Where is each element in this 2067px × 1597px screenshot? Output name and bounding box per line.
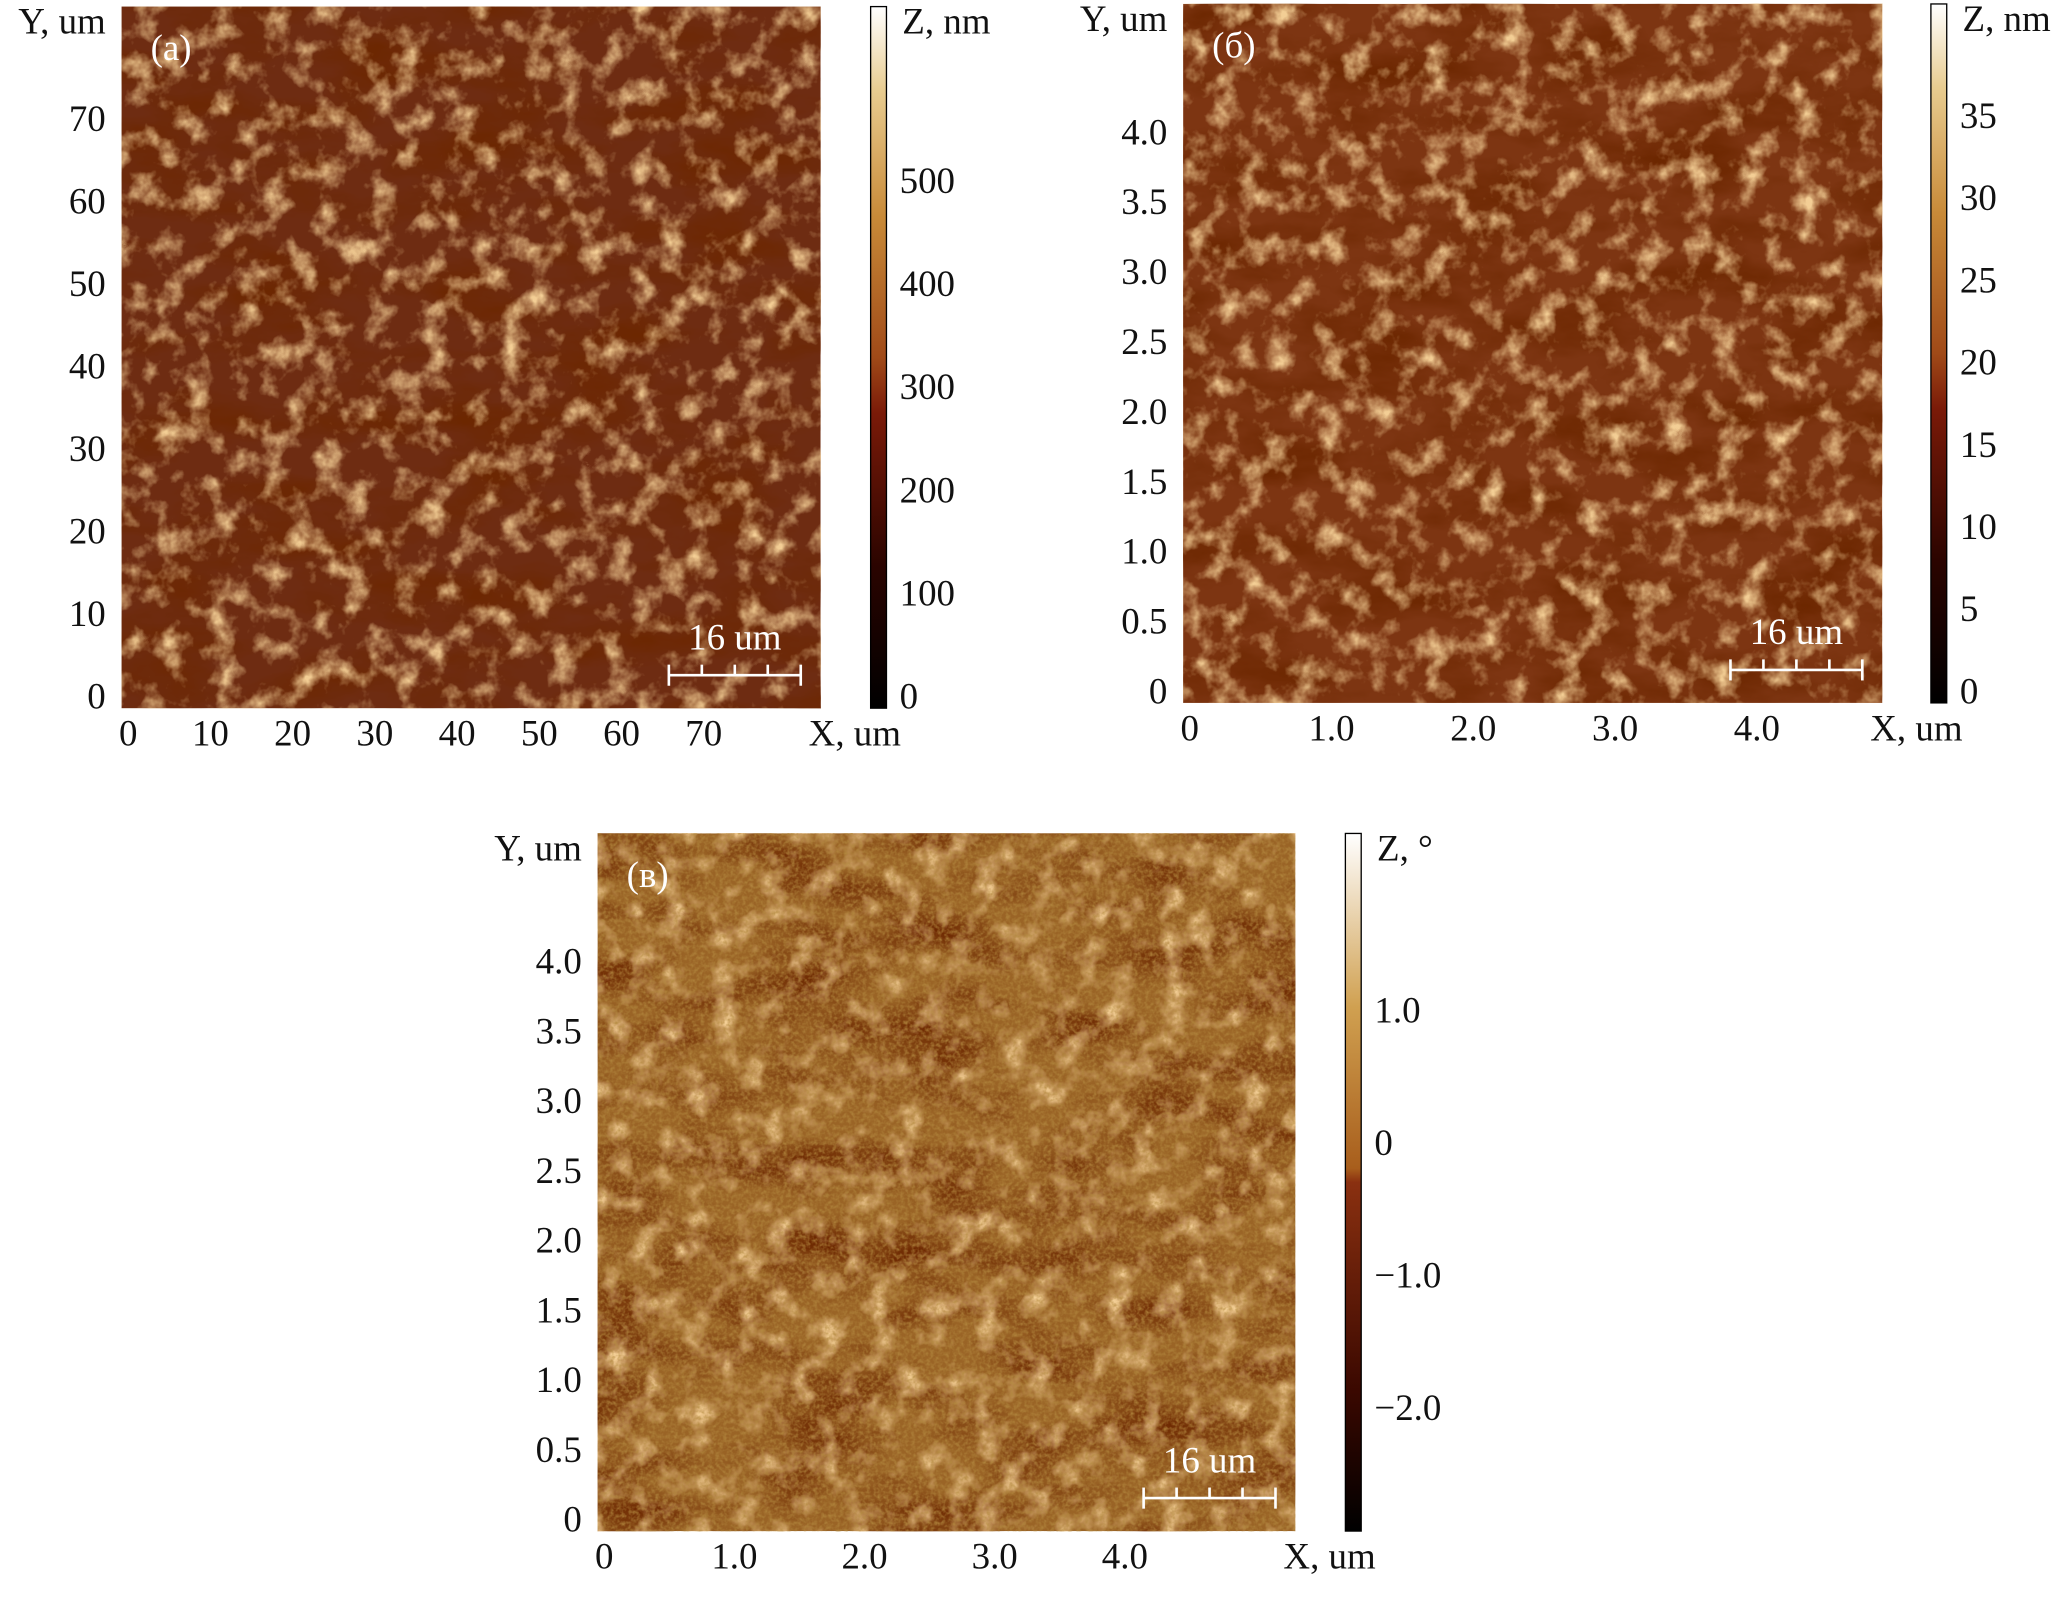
z-tick-label: 30 (1960, 177, 1997, 218)
x-axis-title: X, um (1870, 707, 1963, 748)
panel: (в) 16 um 0 1.0 2.0 3.0 4.0 0 0.5 1.0 1.5 2.0 2.5 3.0… (494, 827, 1441, 1576)
x-tick-label: 50 (521, 713, 558, 754)
z-tick-label: 10 (1960, 506, 1997, 547)
y-tick-label: 2.5 (1121, 321, 1167, 362)
z-tick-label: 300 (900, 366, 955, 407)
y-tick-label: 3.0 (536, 1080, 582, 1121)
z-axis-title: Z, ° (1377, 827, 1433, 868)
x-tick-label: 3.0 (972, 1536, 1018, 1577)
y-tick-label: 0 (1149, 670, 1167, 711)
panel-label: (в) (627, 854, 669, 896)
y-tick-label: 3.5 (1121, 181, 1167, 222)
y-tick-label: 4.0 (536, 941, 582, 982)
x-tick-label: 2.0 (841, 1536, 887, 1577)
z-tick-label: 5 (1960, 588, 1978, 629)
x-tick-label: 3.0 (1592, 707, 1638, 748)
afm-texture-bright (121, 6, 821, 709)
y-tick-label: 30 (69, 428, 106, 469)
x-tick-label: 70 (685, 713, 722, 754)
x-tick-label: 0 (1181, 707, 1199, 748)
y-tick-label: 1.5 (536, 1289, 582, 1330)
x-tick-label: 4.0 (1102, 1536, 1148, 1577)
x-tick-label: 20 (274, 713, 311, 754)
x-tick-label: 2.0 (1450, 707, 1496, 748)
y-tick-label: 2.5 (536, 1150, 582, 1191)
z-tick-label: 0 (1374, 1122, 1392, 1163)
y-tick-label: 20 (69, 511, 106, 552)
y-tick-label: 70 (69, 98, 106, 139)
afm-texture-bright (1183, 3, 1883, 703)
z-axis-title: Z, nm (902, 1, 990, 42)
y-tick-label: 10 (69, 593, 106, 634)
y-axis-title: Y, um (1080, 0, 1168, 39)
y-tick-label: 60 (69, 180, 106, 221)
x-tick-label: 30 (356, 713, 393, 754)
z-tick-label: 1.0 (1374, 989, 1420, 1030)
scale-bar-label: 16 um (688, 616, 782, 657)
y-tick-label: 1.0 (1121, 531, 1167, 572)
afm-texture-fine (597, 833, 1296, 1532)
x-tick-label: 0 (119, 713, 137, 754)
y-tick-label: 50 (69, 263, 106, 304)
y-tick-label: 0 (87, 676, 105, 717)
z-tick-label: 200 (900, 469, 955, 510)
y-tick-label: 4.0 (1121, 111, 1167, 152)
x-tick-label: 0 (595, 1536, 613, 1577)
y-tick-label: 0.5 (1121, 601, 1167, 642)
z-tick-label: 20 (1960, 342, 1997, 383)
panel: (a) 16 um 0 10 20 30 40 50 60 70 0 10 20 30 40 50 60 70 Y,… (18, 1, 990, 754)
colorbar (1344, 832, 1362, 1532)
z-tick-label: 100 (900, 573, 955, 614)
x-tick-label: 10 (192, 713, 229, 754)
z-tick-label: 400 (900, 263, 955, 304)
x-axis-title: X, um (1283, 1536, 1376, 1577)
y-tick-label: 0.5 (536, 1429, 582, 1470)
colorbar (869, 5, 888, 709)
colorbar (1930, 3, 1948, 704)
z-tick-label: −1.0 (1374, 1255, 1441, 1296)
scale-bar-label: 16 um (1750, 611, 1844, 652)
y-tick-label: 2.0 (1121, 391, 1167, 432)
y-axis-title: Y, um (18, 1, 106, 42)
z-tick-label: 35 (1960, 95, 1997, 136)
y-tick-label: 3.0 (1121, 251, 1167, 292)
x-tick-label: 1.0 (711, 1536, 757, 1577)
z-axis-title: Z, nm (1963, 0, 2051, 39)
y-tick-label: 2.0 (536, 1220, 582, 1261)
z-tick-label: 500 (900, 160, 955, 201)
z-tick-label: 0 (1960, 670, 1978, 711)
z-tick-label: 25 (1960, 259, 1997, 300)
z-tick-label: −2.0 (1374, 1387, 1441, 1428)
panel-label: (б) (1212, 24, 1255, 66)
y-tick-label: 40 (69, 346, 106, 387)
x-tick-label: 4.0 (1734, 707, 1780, 748)
panel-label: (a) (151, 27, 192, 69)
x-tick-label: 60 (603, 713, 640, 754)
y-tick-label: 1.5 (1121, 461, 1167, 502)
x-tick-label: 40 (439, 713, 476, 754)
y-tick-label: 0 (563, 1499, 581, 1540)
y-axis-title: Y, um (494, 827, 582, 868)
panel: (б) 16 um 0 1.0 2.0 3.0 4.0 0 0.5 1.0 1.5 2.0 2.5 3.0… (1080, 0, 2051, 748)
x-tick-label: 1.0 (1308, 707, 1354, 748)
y-tick-label: 3.5 (536, 1010, 582, 1051)
z-tick-label: 15 (1960, 424, 1997, 465)
y-tick-label: 1.0 (536, 1359, 582, 1400)
z-tick-label: 0 (900, 676, 918, 717)
scale-bar-label: 16 um (1163, 1439, 1257, 1480)
x-axis-title: X, um (809, 713, 902, 754)
